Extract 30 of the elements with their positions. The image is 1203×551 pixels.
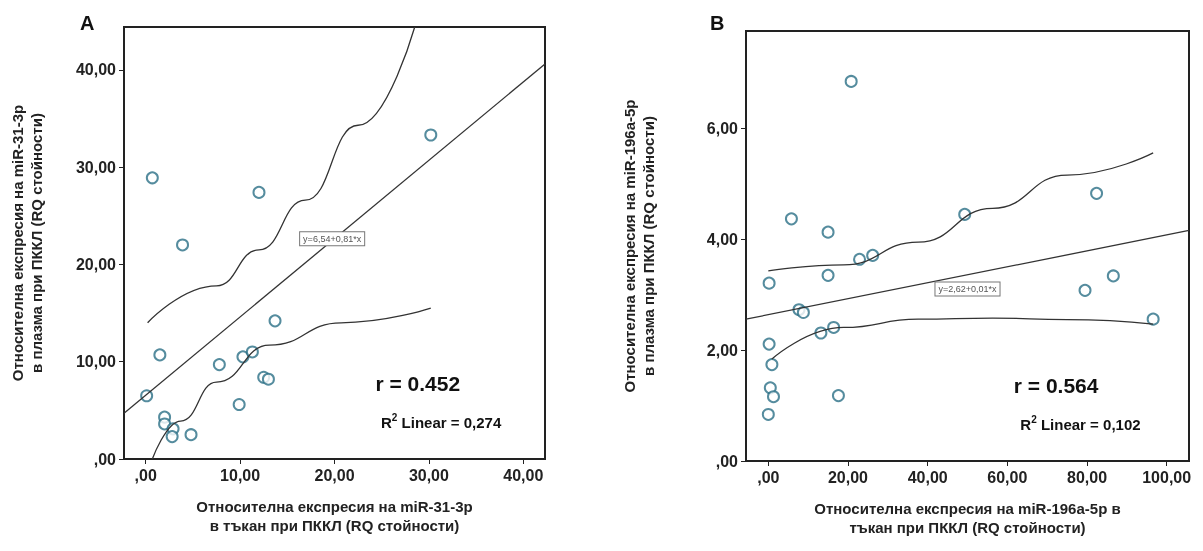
x-tick-label: 30,00 [408, 466, 450, 484]
y-tick-label: 40,00 [75, 61, 117, 79]
x-tick-label: 40,00 [503, 466, 544, 484]
chart-title: B [710, 12, 725, 34]
y-axis-title: Относителна експресия на miR-31-3p в плазма при ПККЛ (RQ стойности) [9, 104, 45, 382]
y-axis-title: Относителна експресия на miR-196a-5p в плазма при ПККЛ (RQ стойности) [621, 99, 657, 393]
annotation: r = 0.564 [1013, 373, 1099, 397]
annotation: y=2,62+0,01*x [938, 284, 998, 294]
y-tick-label: 4,00 [706, 230, 739, 248]
x-tick-label: ,00 [134, 466, 157, 484]
chart-title: A [80, 12, 95, 34]
x-tick-label: 20,00 [314, 466, 355, 484]
x-tick-label: 10,00 [220, 466, 261, 484]
y-tick-label: 30,00 [75, 158, 117, 176]
y-tick-label: ,00 [93, 450, 117, 468]
annotation: y=6,54+0,81*x [303, 233, 362, 244]
annotation: r = 0.452 [375, 371, 461, 395]
x-tick-label: 100,00 [1142, 468, 1192, 486]
x-tick-label: 40,00 [907, 468, 948, 486]
y-tick-label: 2,00 [706, 341, 739, 359]
y-tick-label: 20,00 [75, 255, 117, 273]
x-tick-label: ,00 [757, 468, 780, 486]
x-axis-title: Относителна експресия на miR-31-3p в тъкан при ПККЛ (RQ стойности) [196, 498, 473, 534]
x-tick-label: 60,00 [987, 468, 1028, 486]
y-tick-label: 6,00 [706, 120, 739, 138]
x-axis-title: Относителна експресия на miR-196a-5p в тъкан при ПККЛ (RQ стойности) [814, 500, 1121, 536]
y-tick-label: ,00 [715, 452, 739, 470]
y-tick-label: 10,00 [75, 353, 117, 371]
x-tick-label: 80,00 [1066, 468, 1108, 486]
x-tick-label: 20,00 [827, 468, 869, 486]
